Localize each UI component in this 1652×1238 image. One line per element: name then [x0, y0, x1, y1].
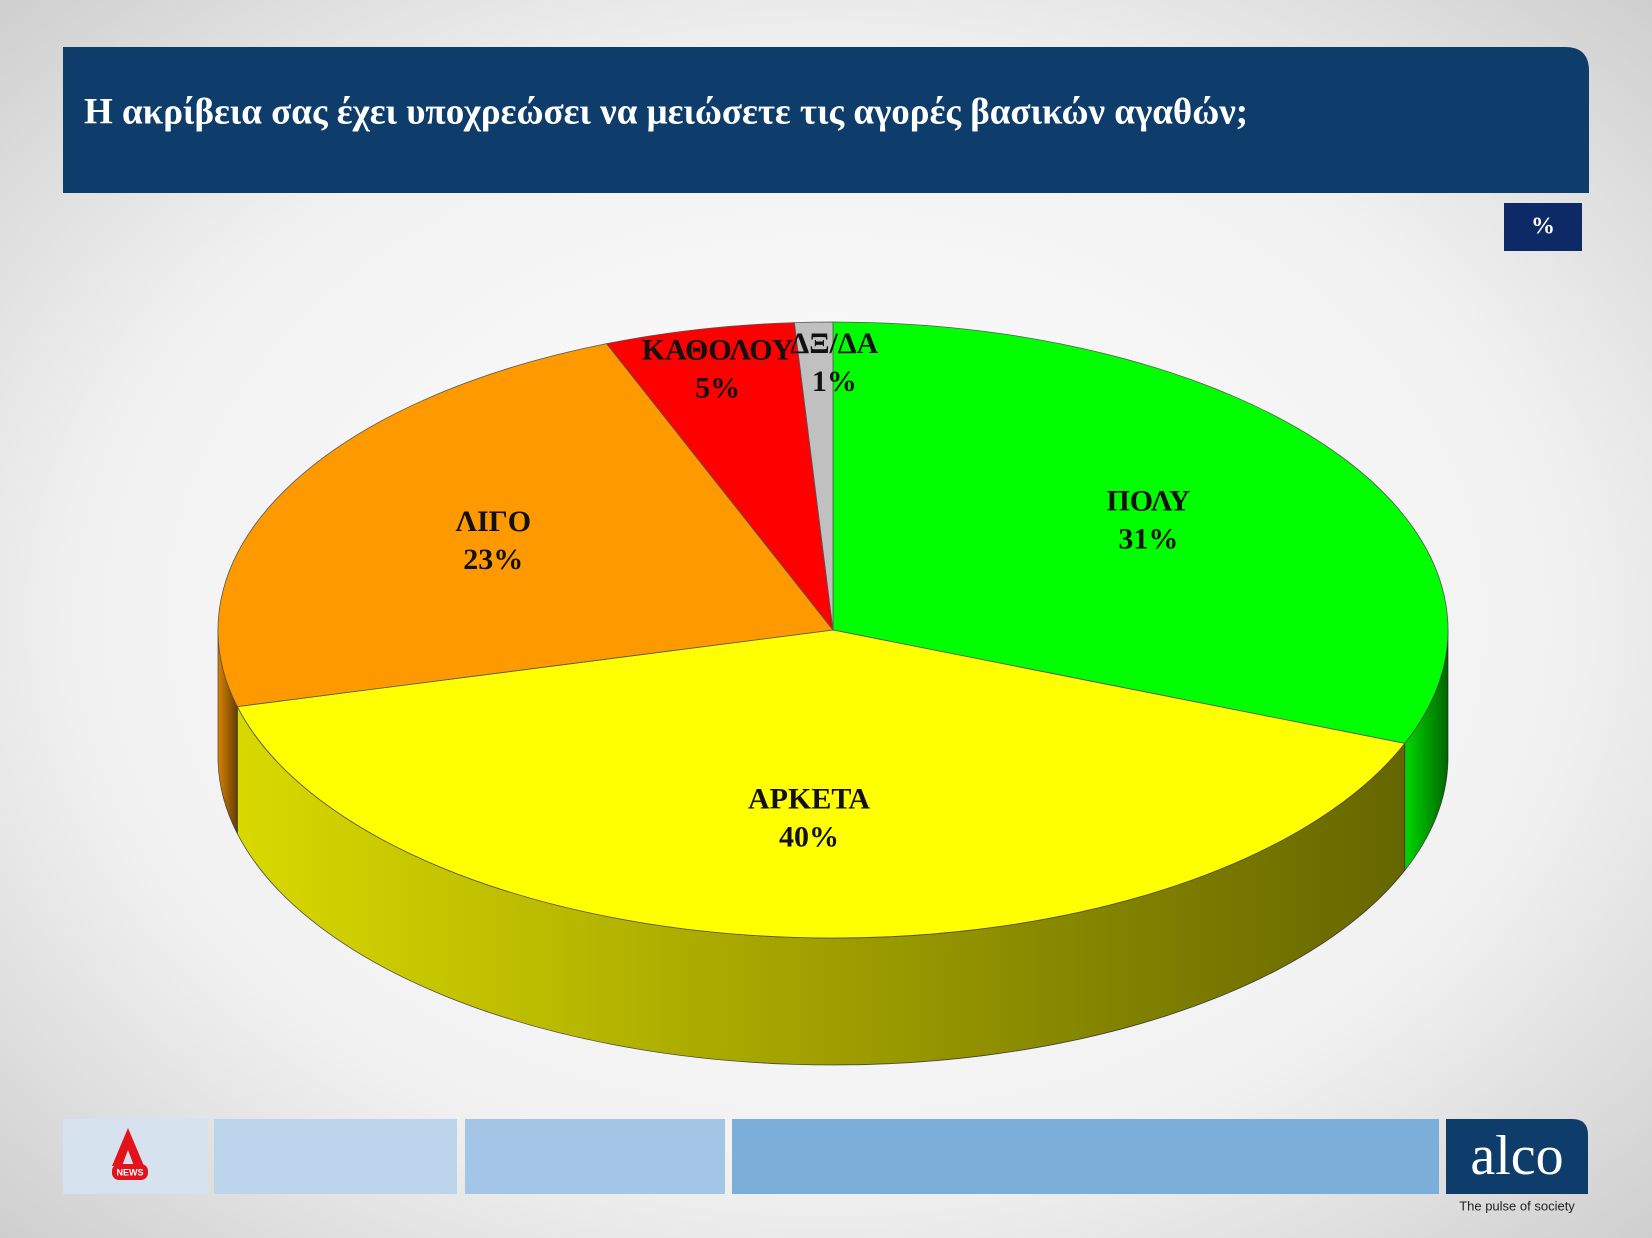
header-bar: [63, 47, 1589, 193]
slice-side-shade: [218, 630, 238, 834]
slice: [236, 629, 1406, 939]
pie: ΠΟΛΥ 31% ΑΡΚΕΤΑ 40% ΛΙΓΟ 23% ΚΑΘΟΛΟΥ 5% ΔΞ/ΔΑ 1%: [217, 321, 1449, 1066]
slice-label: ΠΟΛΥ: [1106, 485, 1190, 518]
slice-value-label: 40%: [779, 820, 839, 853]
slice-label: ΛΙΓΟ: [455, 505, 531, 538]
news-logo-text: NEWS: [117, 1167, 144, 1177]
slice-side-shade: [237, 706, 1405, 1065]
slice: [217, 343, 834, 708]
slice-value-label: 1%: [812, 365, 857, 398]
chart-title: Η ακρίβεια σας έχει υποχρεώσει να μειώσε…: [84, 91, 1248, 132]
footer-segment: [465, 1119, 725, 1194]
footer-segment: [214, 1119, 457, 1194]
tagline: The pulse of society: [1459, 1198, 1575, 1213]
logo: alco: [1470, 1125, 1563, 1187]
slice-value-label: 5%: [695, 371, 740, 404]
logo-box: [1446, 1119, 1588, 1194]
slice-value-label: 31%: [1118, 523, 1178, 556]
slice-side-shade: [1404, 630, 1448, 871]
news-logo-pill: [112, 1164, 148, 1180]
slice: [832, 321, 1449, 744]
slice-label: ΑΡΚΕΤΑ: [748, 782, 870, 815]
slice-label: ΚΑΘΟΛΟΥ: [642, 333, 794, 366]
slice: [793, 321, 834, 631]
unit-label: %: [1531, 214, 1555, 240]
slice-value-label: 23%: [463, 543, 523, 576]
footer-segment: [732, 1119, 1439, 1194]
unit-badge: [1504, 203, 1582, 251]
slice-label: ΔΞ/ΔΑ: [790, 327, 878, 360]
news-logo-mark: [112, 1128, 144, 1166]
slice: [605, 322, 834, 632]
